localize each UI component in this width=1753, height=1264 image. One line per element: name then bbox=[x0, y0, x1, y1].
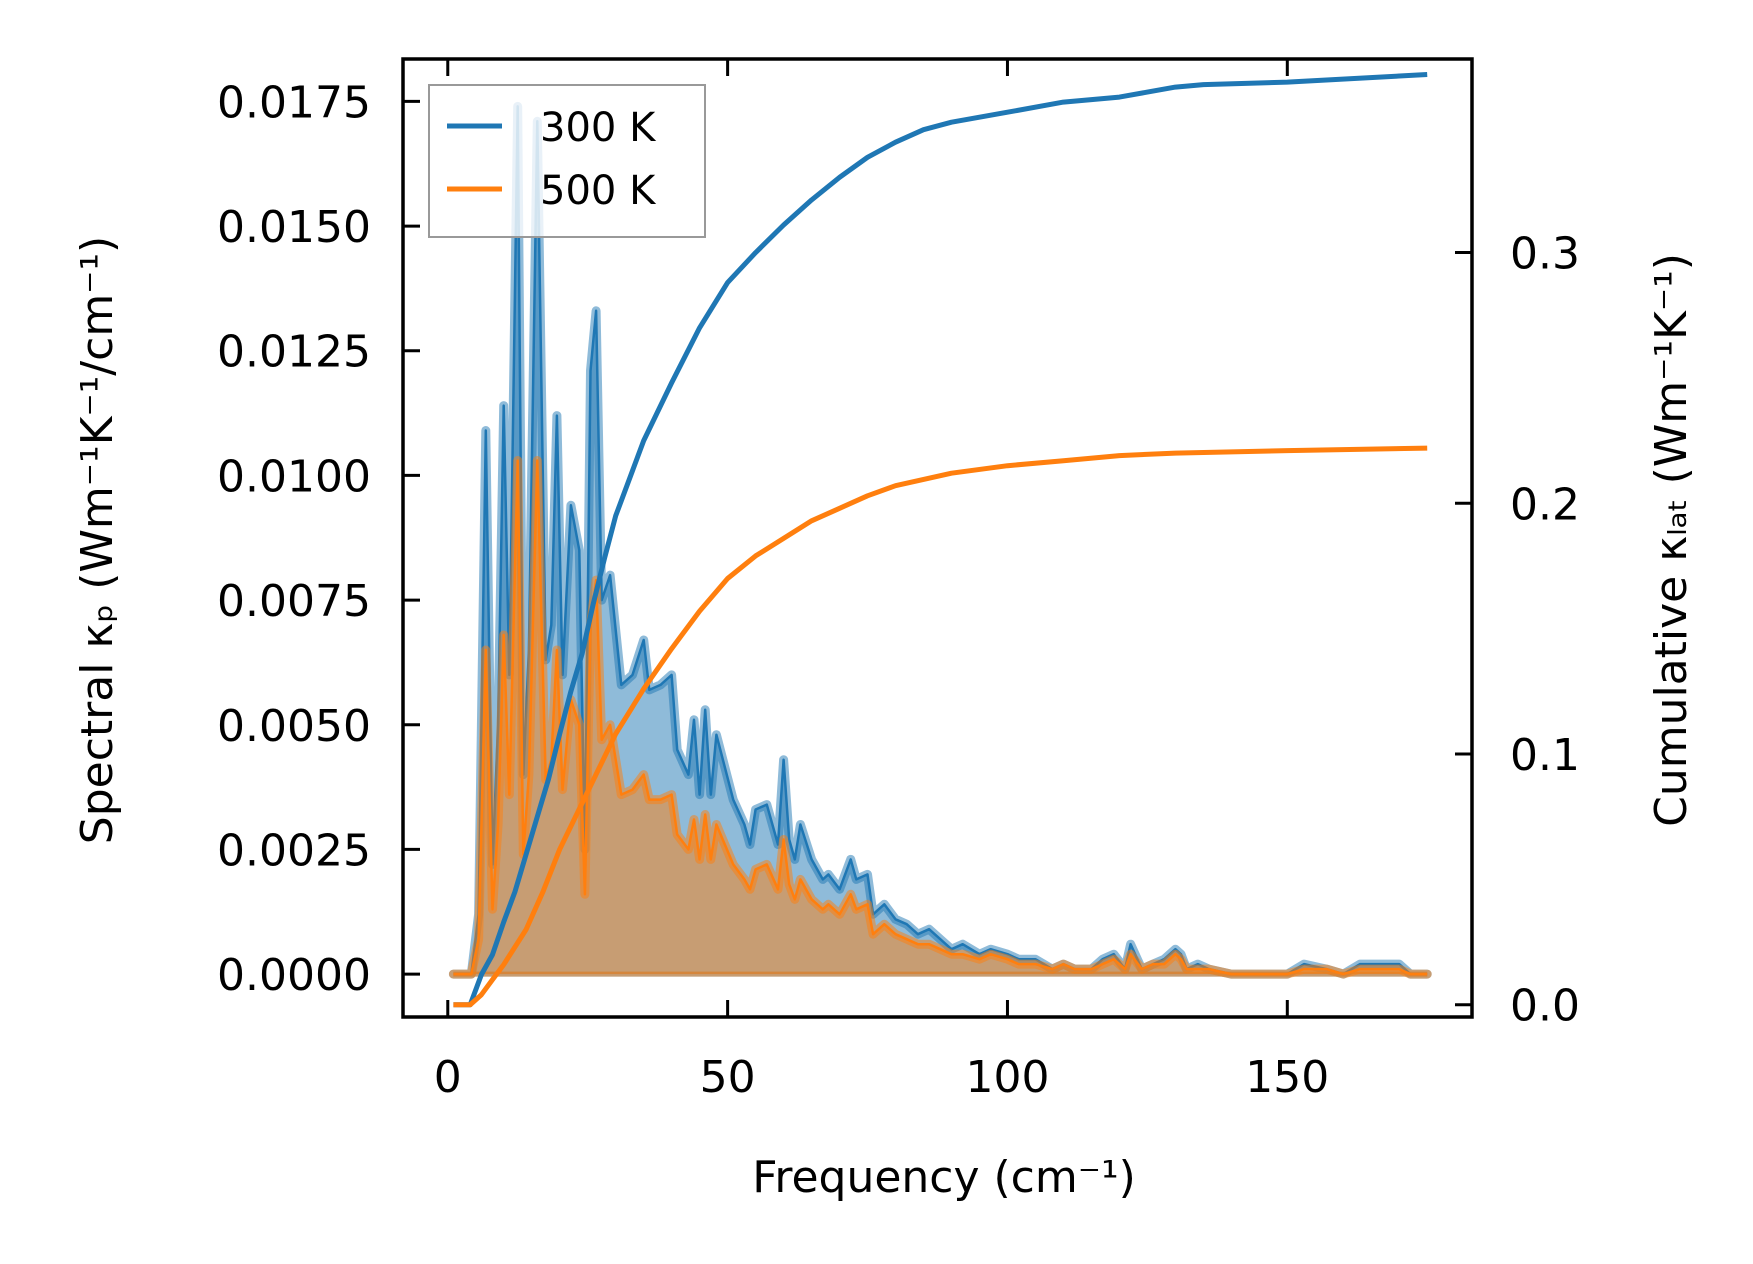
y-tick-label: 0.0075 bbox=[217, 576, 371, 627]
y-tick-label: 0.0050 bbox=[217, 701, 371, 752]
y-tick-label: 0.0025 bbox=[217, 825, 371, 876]
legend: 300 K 500 K bbox=[428, 84, 706, 238]
legend-label-500k: 500 K bbox=[540, 168, 657, 214]
legend-label-300k: 300 K bbox=[540, 105, 657, 151]
y2-axis-label: Cumulative κₗₐₜ (Wm⁻¹K⁻¹) bbox=[1646, 253, 1697, 827]
y-tick-label: 0.0100 bbox=[217, 451, 371, 502]
x-axis-label: Frequency (cm⁻¹) bbox=[752, 1152, 1136, 1203]
y2-tick-label: 0.3 bbox=[1510, 229, 1580, 280]
x-tick-label: 100 bbox=[965, 1052, 1049, 1103]
plot-frame bbox=[401, 57, 1474, 1019]
y-axis-label: Spectral κₚ (Wm⁻¹K⁻¹/cm⁻¹) bbox=[72, 236, 123, 844]
y2-tick-label: 0.2 bbox=[1510, 479, 1580, 530]
x-tick-label: 50 bbox=[700, 1052, 756, 1103]
cumulative-line-300k bbox=[453, 72, 1428, 1008]
y-tick-label: 0.0150 bbox=[217, 202, 371, 253]
cumulative-lines bbox=[453, 72, 1428, 1008]
spectral-fills bbox=[448, 101, 1432, 979]
y2-tick-label: 0.0 bbox=[1510, 981, 1580, 1032]
y-tick-label: 0.0175 bbox=[217, 77, 371, 128]
x-tick-label: 0 bbox=[434, 1052, 462, 1103]
y-tick-label: 0.0125 bbox=[217, 327, 371, 378]
cumulative-line-500k bbox=[453, 445, 1428, 1008]
x-tick-label: 150 bbox=[1245, 1052, 1329, 1103]
y-tick-label: 0.0000 bbox=[217, 950, 371, 1001]
y2-tick-label: 0.1 bbox=[1510, 730, 1580, 781]
axis-ticks: 0 50 100 150 0.0000 0.0025 0.0050 0.0075 0.0100 0… bbox=[217, 59, 1580, 1103]
spectral-line-500k bbox=[453, 459, 1428, 976]
legend-box bbox=[428, 84, 706, 238]
